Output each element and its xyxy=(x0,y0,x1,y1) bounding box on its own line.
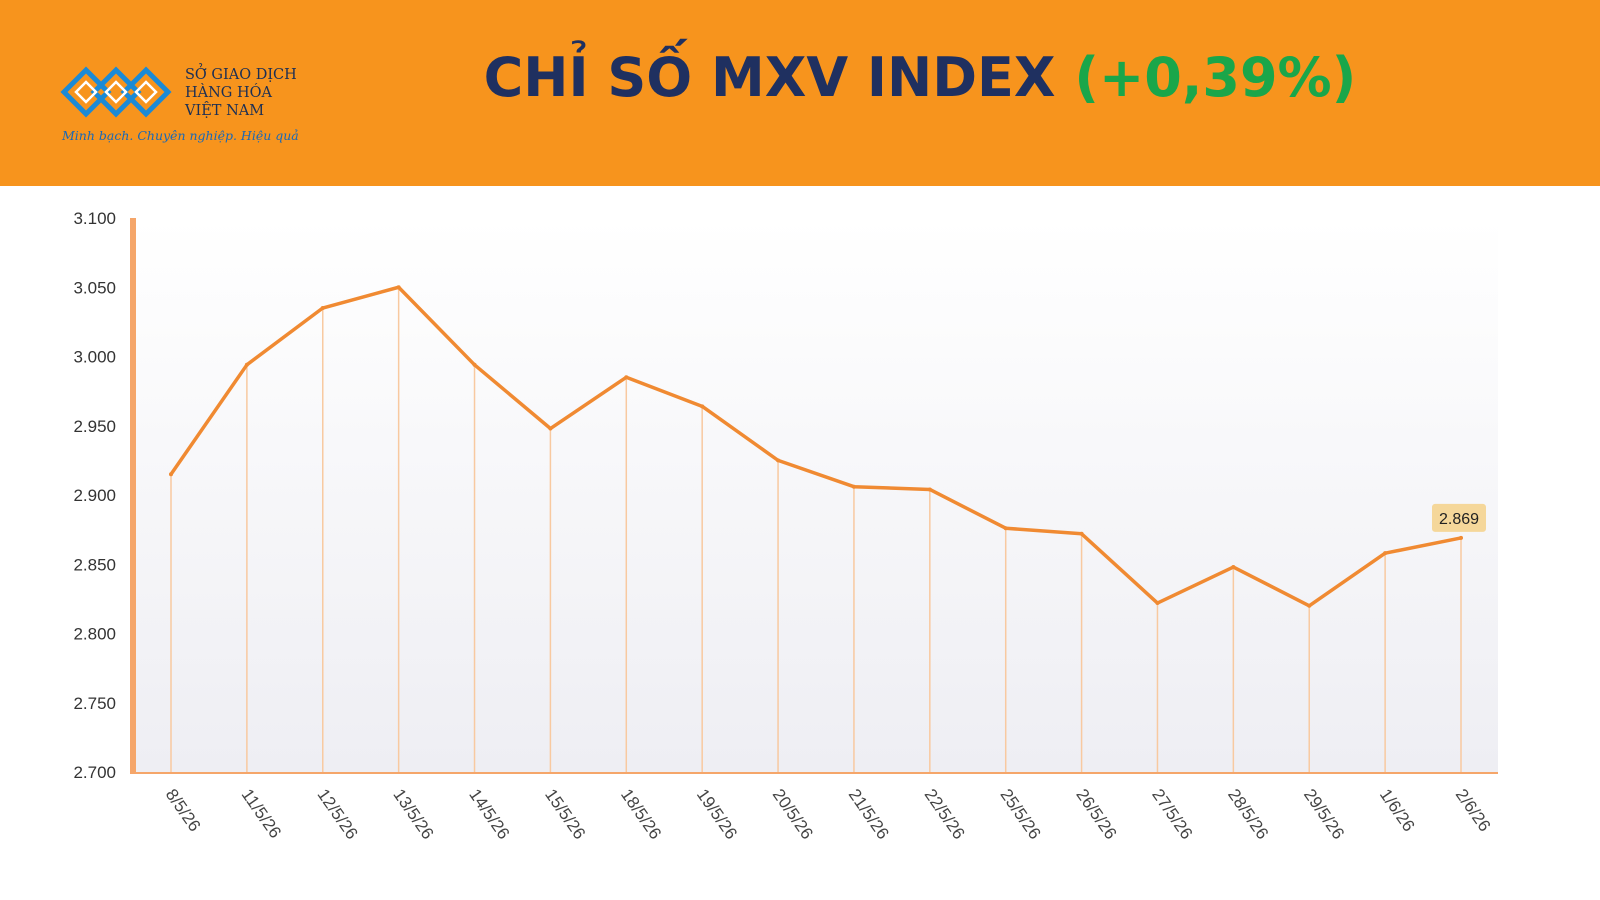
x-tick-label: 22/5/26 xyxy=(921,785,969,842)
x-tick-label: 25/5/26 xyxy=(996,785,1044,842)
y-tick-label: 2.750 xyxy=(73,694,116,713)
x-tick-label: 11/5/26 xyxy=(238,785,285,841)
y-tick-labels: 2.700 2.750 2.800 2.850 2.900 2.950 3.000 3.050… xyxy=(73,209,116,782)
x-tick-label: 26/5/26 xyxy=(1072,785,1120,842)
mxv-logo-icon xyxy=(60,66,172,118)
title-main: CHỈ SỐ MXV INDEX xyxy=(483,46,1056,109)
logo-name: SỞ GIAO DỊCH HÀNG HÓA VIỆT NAM xyxy=(185,66,297,120)
y-tick-label: 3.000 xyxy=(73,348,116,367)
data-point xyxy=(472,362,477,367)
data-point xyxy=(1155,601,1160,606)
data-point xyxy=(776,458,781,463)
x-tick-label: 15/5/26 xyxy=(541,785,589,842)
logo-name-line: SỞ GIAO DỊCH xyxy=(185,67,297,83)
y-tick-label: 2.900 xyxy=(73,486,116,505)
data-point xyxy=(548,426,553,431)
y-tick-label: 3.050 xyxy=(73,278,116,297)
y-tick-label: 3.100 xyxy=(73,209,116,228)
data-point xyxy=(624,375,629,380)
logo: SỞ GIAO DỊCH HÀNG HÓA VIỆT NAM Minh bạch… xyxy=(60,58,300,158)
data-point xyxy=(927,487,932,492)
x-tick-label: 27/5/26 xyxy=(1148,785,1196,842)
y-tick-label: 2.700 xyxy=(73,763,116,782)
data-point xyxy=(169,472,173,477)
data-point xyxy=(1003,526,1008,531)
logo-name-line: HÀNG HÓA xyxy=(185,85,272,101)
x-tick-label: 2/6/26 xyxy=(1452,785,1495,835)
y-tick-label: 2.850 xyxy=(73,555,116,574)
x-tick-label: 20/5/26 xyxy=(769,785,817,842)
title-change: (+0,39%) xyxy=(1074,46,1357,109)
x-tick-label: 19/5/26 xyxy=(693,785,741,842)
y-tick-label: 2.950 xyxy=(73,417,116,436)
series-line xyxy=(169,285,1463,608)
data-point xyxy=(396,285,401,290)
last-value-label: 2.869 xyxy=(1432,503,1486,532)
x-tick-label: 8/5/26 xyxy=(162,785,205,835)
logo-name-line: VIỆT NAM xyxy=(185,103,265,119)
last-value-label-text: 2.869 xyxy=(1439,511,1479,528)
data-point xyxy=(851,484,856,489)
x-tick-label: 29/5/26 xyxy=(1300,785,1348,842)
y-axis-bar xyxy=(130,218,136,774)
drop-lines xyxy=(170,287,1462,772)
x-tick-label: 21/5/26 xyxy=(845,785,893,842)
data-point xyxy=(700,404,705,409)
data-point xyxy=(1231,565,1236,570)
data-point xyxy=(244,362,249,367)
x-tick-label: 12/5/26 xyxy=(313,785,361,842)
data-point xyxy=(1383,551,1388,556)
header-banner: SỞ GIAO DỊCH HÀNG HÓA VIỆT NAM Minh bạch… xyxy=(0,0,1600,186)
data-point xyxy=(1307,603,1312,608)
data-point xyxy=(320,306,325,311)
plot-background xyxy=(133,218,1498,772)
x-tick-label: 1/6/26 xyxy=(1376,785,1419,835)
x-tick-labels: 8/5/26 11/5/26 12/5/26 13/5/26 14/5/26 15/5/2… xyxy=(162,785,1495,842)
data-point xyxy=(1079,531,1084,536)
x-tick-label: 18/5/26 xyxy=(617,785,665,842)
data-point xyxy=(1459,535,1463,540)
last-value-label-bg xyxy=(1432,503,1486,532)
x-tick-label: 28/5/26 xyxy=(1224,785,1272,842)
data-points xyxy=(169,285,1463,608)
page-title: CHỈ SỐ MXV INDEX (+0,39%) xyxy=(380,46,1460,109)
x-tick-label: 13/5/26 xyxy=(389,785,437,842)
y-tick-label: 2.800 xyxy=(73,625,116,644)
x-tick-label: 14/5/26 xyxy=(465,785,513,842)
logo-slogan: Minh bạch. Chuyên nghiệp. Hiệu quả xyxy=(62,128,299,143)
line-chart: 2.700 2.750 2.800 2.850 2.900 2.950 3.000 3.050… xyxy=(73,209,1498,843)
chart-area: 2.700 2.750 2.800 2.850 2.900 2.950 3.000 3.050… xyxy=(0,186,1600,900)
